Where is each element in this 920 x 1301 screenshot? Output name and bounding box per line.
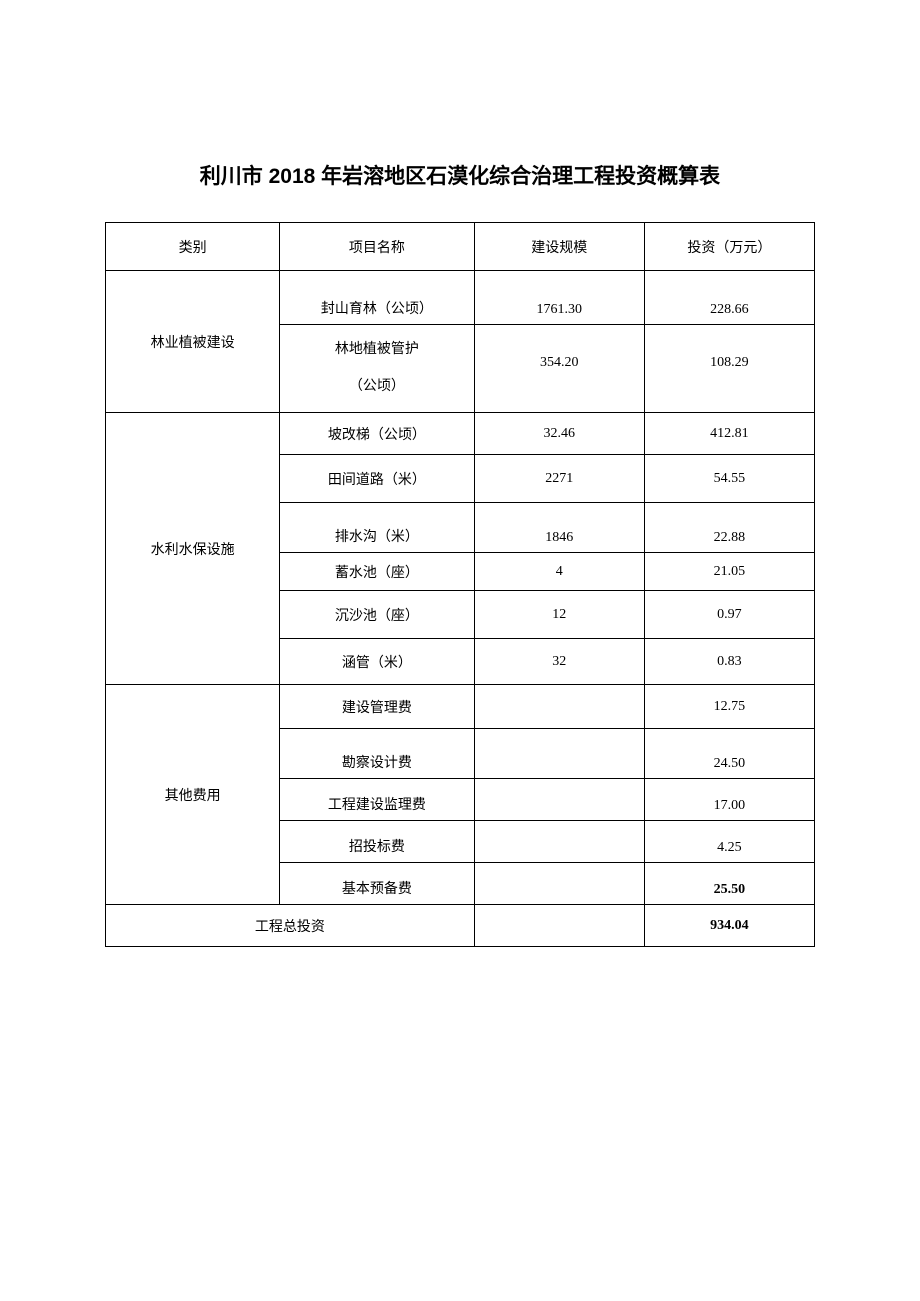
invest-cell: 54.55 [644, 455, 814, 503]
invest-cell: 0.97 [644, 591, 814, 639]
item-cell: 封山育林（公顷） [280, 271, 474, 325]
category-cell: 林业植被建设 [106, 271, 280, 413]
invest-cell: 25.50 [644, 863, 814, 905]
item-line1: 林地植被管护 [335, 342, 419, 357]
header-item: 项目名称 [280, 223, 474, 271]
scale-cell: 1846 [474, 503, 644, 553]
budget-table: 类别 项目名称 建设规模 投资（万元） 林业植被建设 封山育林（公顷） 1761… [105, 222, 815, 947]
item-line2: （公顷） [349, 379, 405, 394]
scale-cell [474, 821, 644, 863]
total-scale [474, 905, 644, 947]
scale-cell: 1761.30 [474, 271, 644, 325]
scale-cell: 4 [474, 553, 644, 591]
invest-cell: 12.75 [644, 685, 814, 729]
item-cell: 林地植被管护 （公顷） [280, 325, 474, 413]
table-total-row: 工程总投资 934.04 [106, 905, 815, 947]
invest-cell: 22.88 [644, 503, 814, 553]
invest-cell: 412.81 [644, 413, 814, 455]
scale-cell: 32 [474, 639, 644, 685]
scale-cell [474, 685, 644, 729]
header-category: 类别 [106, 223, 280, 271]
invest-cell: 0.83 [644, 639, 814, 685]
invest-cell: 17.00 [644, 779, 814, 821]
item-cell: 招投标费 [280, 821, 474, 863]
category-cell: 其他费用 [106, 685, 280, 905]
item-cell: 建设管理费 [280, 685, 474, 729]
item-cell: 涵管（米） [280, 639, 474, 685]
table-row: 林业植被建设 封山育林（公顷） 1761.30 228.66 [106, 271, 815, 325]
scale-cell [474, 779, 644, 821]
item-cell: 基本预备费 [280, 863, 474, 905]
total-label: 工程总投资 [106, 905, 475, 947]
table-header-row: 类别 项目名称 建设规模 投资（万元） [106, 223, 815, 271]
scale-cell: 2271 [474, 455, 644, 503]
scale-cell [474, 863, 644, 905]
scale-cell [474, 729, 644, 779]
item-cell: 排水沟（米） [280, 503, 474, 553]
scale-cell: 354.20 [474, 325, 644, 413]
item-cell: 沉沙池（座） [280, 591, 474, 639]
item-cell: 田间道路（米） [280, 455, 474, 503]
table-row: 其他费用 建设管理费 12.75 [106, 685, 815, 729]
invest-cell: 24.50 [644, 729, 814, 779]
invest-cell: 21.05 [644, 553, 814, 591]
page-title: 利川市 2018 年岩溶地区石漠化综合治理工程投资概算表 [105, 160, 815, 190]
invest-cell: 108.29 [644, 325, 814, 413]
item-cell: 工程建设监理费 [280, 779, 474, 821]
invest-cell: 4.25 [644, 821, 814, 863]
invest-cell: 228.66 [644, 271, 814, 325]
item-cell: 坡改梯（公顷） [280, 413, 474, 455]
total-invest: 934.04 [644, 905, 814, 947]
table-row: 水利水保设施 坡改梯（公顷） 32.46 412.81 [106, 413, 815, 455]
category-cell: 水利水保设施 [106, 413, 280, 685]
header-invest: 投资（万元） [644, 223, 814, 271]
item-cell: 蓄水池（座） [280, 553, 474, 591]
scale-cell: 32.46 [474, 413, 644, 455]
scale-cell: 12 [474, 591, 644, 639]
header-scale: 建设规模 [474, 223, 644, 271]
item-cell: 勘察设计费 [280, 729, 474, 779]
